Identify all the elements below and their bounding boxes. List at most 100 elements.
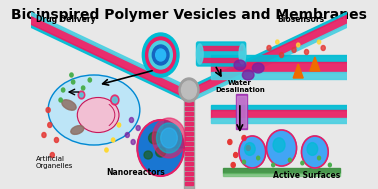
Bar xyxy=(185,182,193,184)
Bar xyxy=(211,62,348,72)
Wedge shape xyxy=(161,120,184,148)
Circle shape xyxy=(54,138,59,143)
Bar xyxy=(185,152,193,154)
Circle shape xyxy=(276,40,279,44)
Circle shape xyxy=(228,139,232,145)
Ellipse shape xyxy=(234,60,246,70)
Bar xyxy=(237,96,246,127)
Bar xyxy=(185,117,193,119)
Text: Water
Desalination: Water Desalination xyxy=(215,80,265,93)
Bar xyxy=(211,72,348,79)
Ellipse shape xyxy=(242,70,254,80)
Circle shape xyxy=(234,153,238,157)
Bar xyxy=(185,132,193,135)
Bar xyxy=(185,102,193,105)
Bar xyxy=(185,167,193,170)
Polygon shape xyxy=(310,57,320,71)
Circle shape xyxy=(246,146,250,150)
Bar xyxy=(185,122,193,125)
Bar xyxy=(211,110,348,118)
Text: Artificial
Organelles: Artificial Organelles xyxy=(36,156,73,169)
Circle shape xyxy=(161,128,177,148)
Circle shape xyxy=(156,49,166,61)
Text: Active Surfaces: Active Surfaces xyxy=(273,171,340,180)
Circle shape xyxy=(50,153,54,157)
Circle shape xyxy=(231,163,235,167)
Ellipse shape xyxy=(62,100,76,110)
Circle shape xyxy=(245,143,255,155)
Polygon shape xyxy=(293,64,303,78)
Circle shape xyxy=(105,148,108,152)
Polygon shape xyxy=(26,14,195,101)
Text: Bioinspired Polymer Vesicles and Membranes: Bioinspired Polymer Vesicles and Membran… xyxy=(11,8,367,22)
Ellipse shape xyxy=(77,98,119,132)
Circle shape xyxy=(70,73,73,77)
Circle shape xyxy=(156,123,181,153)
Bar xyxy=(211,118,348,123)
Circle shape xyxy=(273,138,285,152)
Circle shape xyxy=(321,46,325,50)
Circle shape xyxy=(318,40,321,44)
Circle shape xyxy=(239,136,266,168)
Circle shape xyxy=(318,156,321,160)
Circle shape xyxy=(111,95,119,105)
Circle shape xyxy=(279,53,284,57)
Bar xyxy=(185,157,193,160)
Polygon shape xyxy=(185,22,353,104)
Bar xyxy=(211,105,348,110)
Circle shape xyxy=(48,122,52,128)
Bar xyxy=(185,177,193,180)
Bar xyxy=(200,58,242,62)
Circle shape xyxy=(112,97,117,103)
Text: Nanoreactors: Nanoreactors xyxy=(106,168,165,177)
Circle shape xyxy=(117,123,121,127)
Bar xyxy=(185,142,193,145)
Ellipse shape xyxy=(253,63,264,73)
Circle shape xyxy=(296,43,300,47)
Polygon shape xyxy=(25,22,193,104)
Bar xyxy=(223,173,340,176)
Polygon shape xyxy=(183,14,352,101)
Circle shape xyxy=(125,132,129,138)
Circle shape xyxy=(302,136,328,168)
Circle shape xyxy=(46,108,50,112)
Bar xyxy=(184,95,194,189)
Ellipse shape xyxy=(149,132,161,144)
Circle shape xyxy=(328,163,332,167)
Circle shape xyxy=(137,120,184,176)
Circle shape xyxy=(292,47,296,53)
Circle shape xyxy=(78,91,85,99)
Circle shape xyxy=(243,160,246,164)
Polygon shape xyxy=(182,12,349,93)
Circle shape xyxy=(307,143,318,155)
Bar xyxy=(200,46,242,50)
Bar xyxy=(185,107,193,109)
Circle shape xyxy=(181,81,197,99)
Circle shape xyxy=(42,132,46,138)
Ellipse shape xyxy=(71,126,84,134)
Circle shape xyxy=(143,33,179,77)
Circle shape xyxy=(301,161,304,165)
Bar xyxy=(185,147,193,149)
Ellipse shape xyxy=(239,44,246,64)
Bar xyxy=(185,127,193,129)
Circle shape xyxy=(304,50,308,54)
Circle shape xyxy=(152,118,186,158)
Circle shape xyxy=(149,41,172,69)
Circle shape xyxy=(267,46,271,50)
Circle shape xyxy=(288,158,291,162)
Circle shape xyxy=(88,78,91,82)
Bar xyxy=(185,162,193,164)
Circle shape xyxy=(59,98,62,102)
Circle shape xyxy=(71,80,75,84)
Ellipse shape xyxy=(48,75,140,145)
Polygon shape xyxy=(29,12,196,93)
Ellipse shape xyxy=(197,44,203,64)
Circle shape xyxy=(152,45,169,65)
Circle shape xyxy=(272,163,275,167)
Circle shape xyxy=(242,136,246,140)
Circle shape xyxy=(129,118,133,122)
Bar xyxy=(185,97,193,99)
Bar xyxy=(185,172,193,174)
Circle shape xyxy=(136,125,140,130)
